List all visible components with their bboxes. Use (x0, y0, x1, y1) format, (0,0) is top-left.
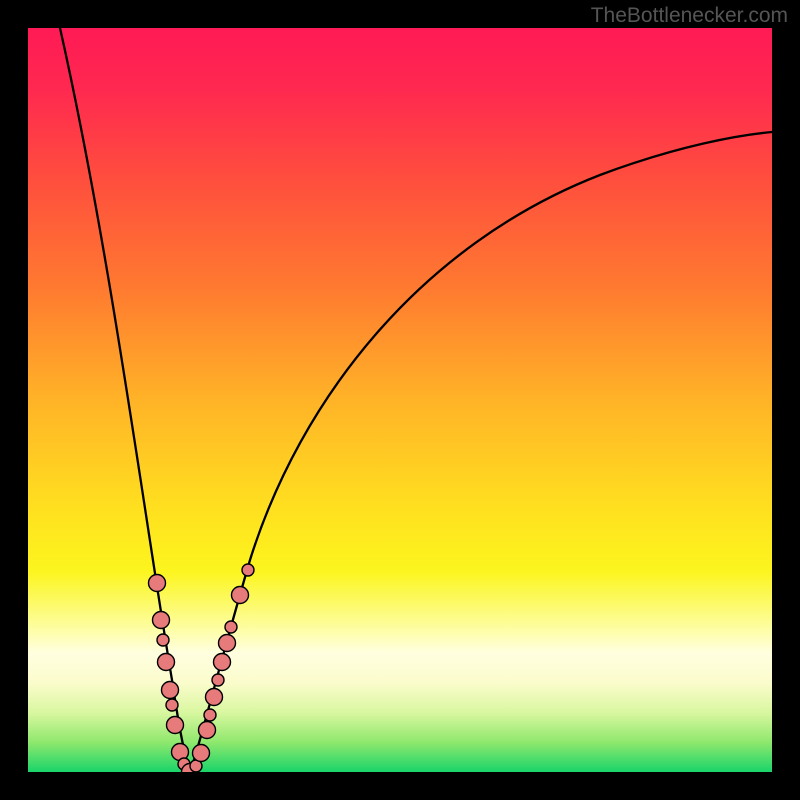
data-marker (167, 717, 184, 734)
data-marker (206, 689, 223, 706)
chart-frame: TheBottlenecker.com (0, 0, 800, 800)
data-marker (219, 635, 236, 652)
data-marker (149, 575, 166, 592)
data-marker (199, 722, 216, 739)
data-marker (232, 587, 249, 604)
data-marker (153, 612, 170, 629)
bottleneck-chart (0, 0, 800, 800)
data-marker (212, 674, 224, 686)
data-marker (242, 564, 254, 576)
data-marker (162, 682, 179, 699)
plot-background (28, 28, 772, 772)
data-marker (204, 709, 216, 721)
watermark-text: TheBottlenecker.com (591, 4, 788, 28)
data-marker (214, 654, 231, 671)
data-marker (157, 634, 169, 646)
data-marker (225, 621, 237, 633)
data-marker (166, 699, 178, 711)
data-marker (158, 654, 175, 671)
data-marker (193, 745, 210, 762)
